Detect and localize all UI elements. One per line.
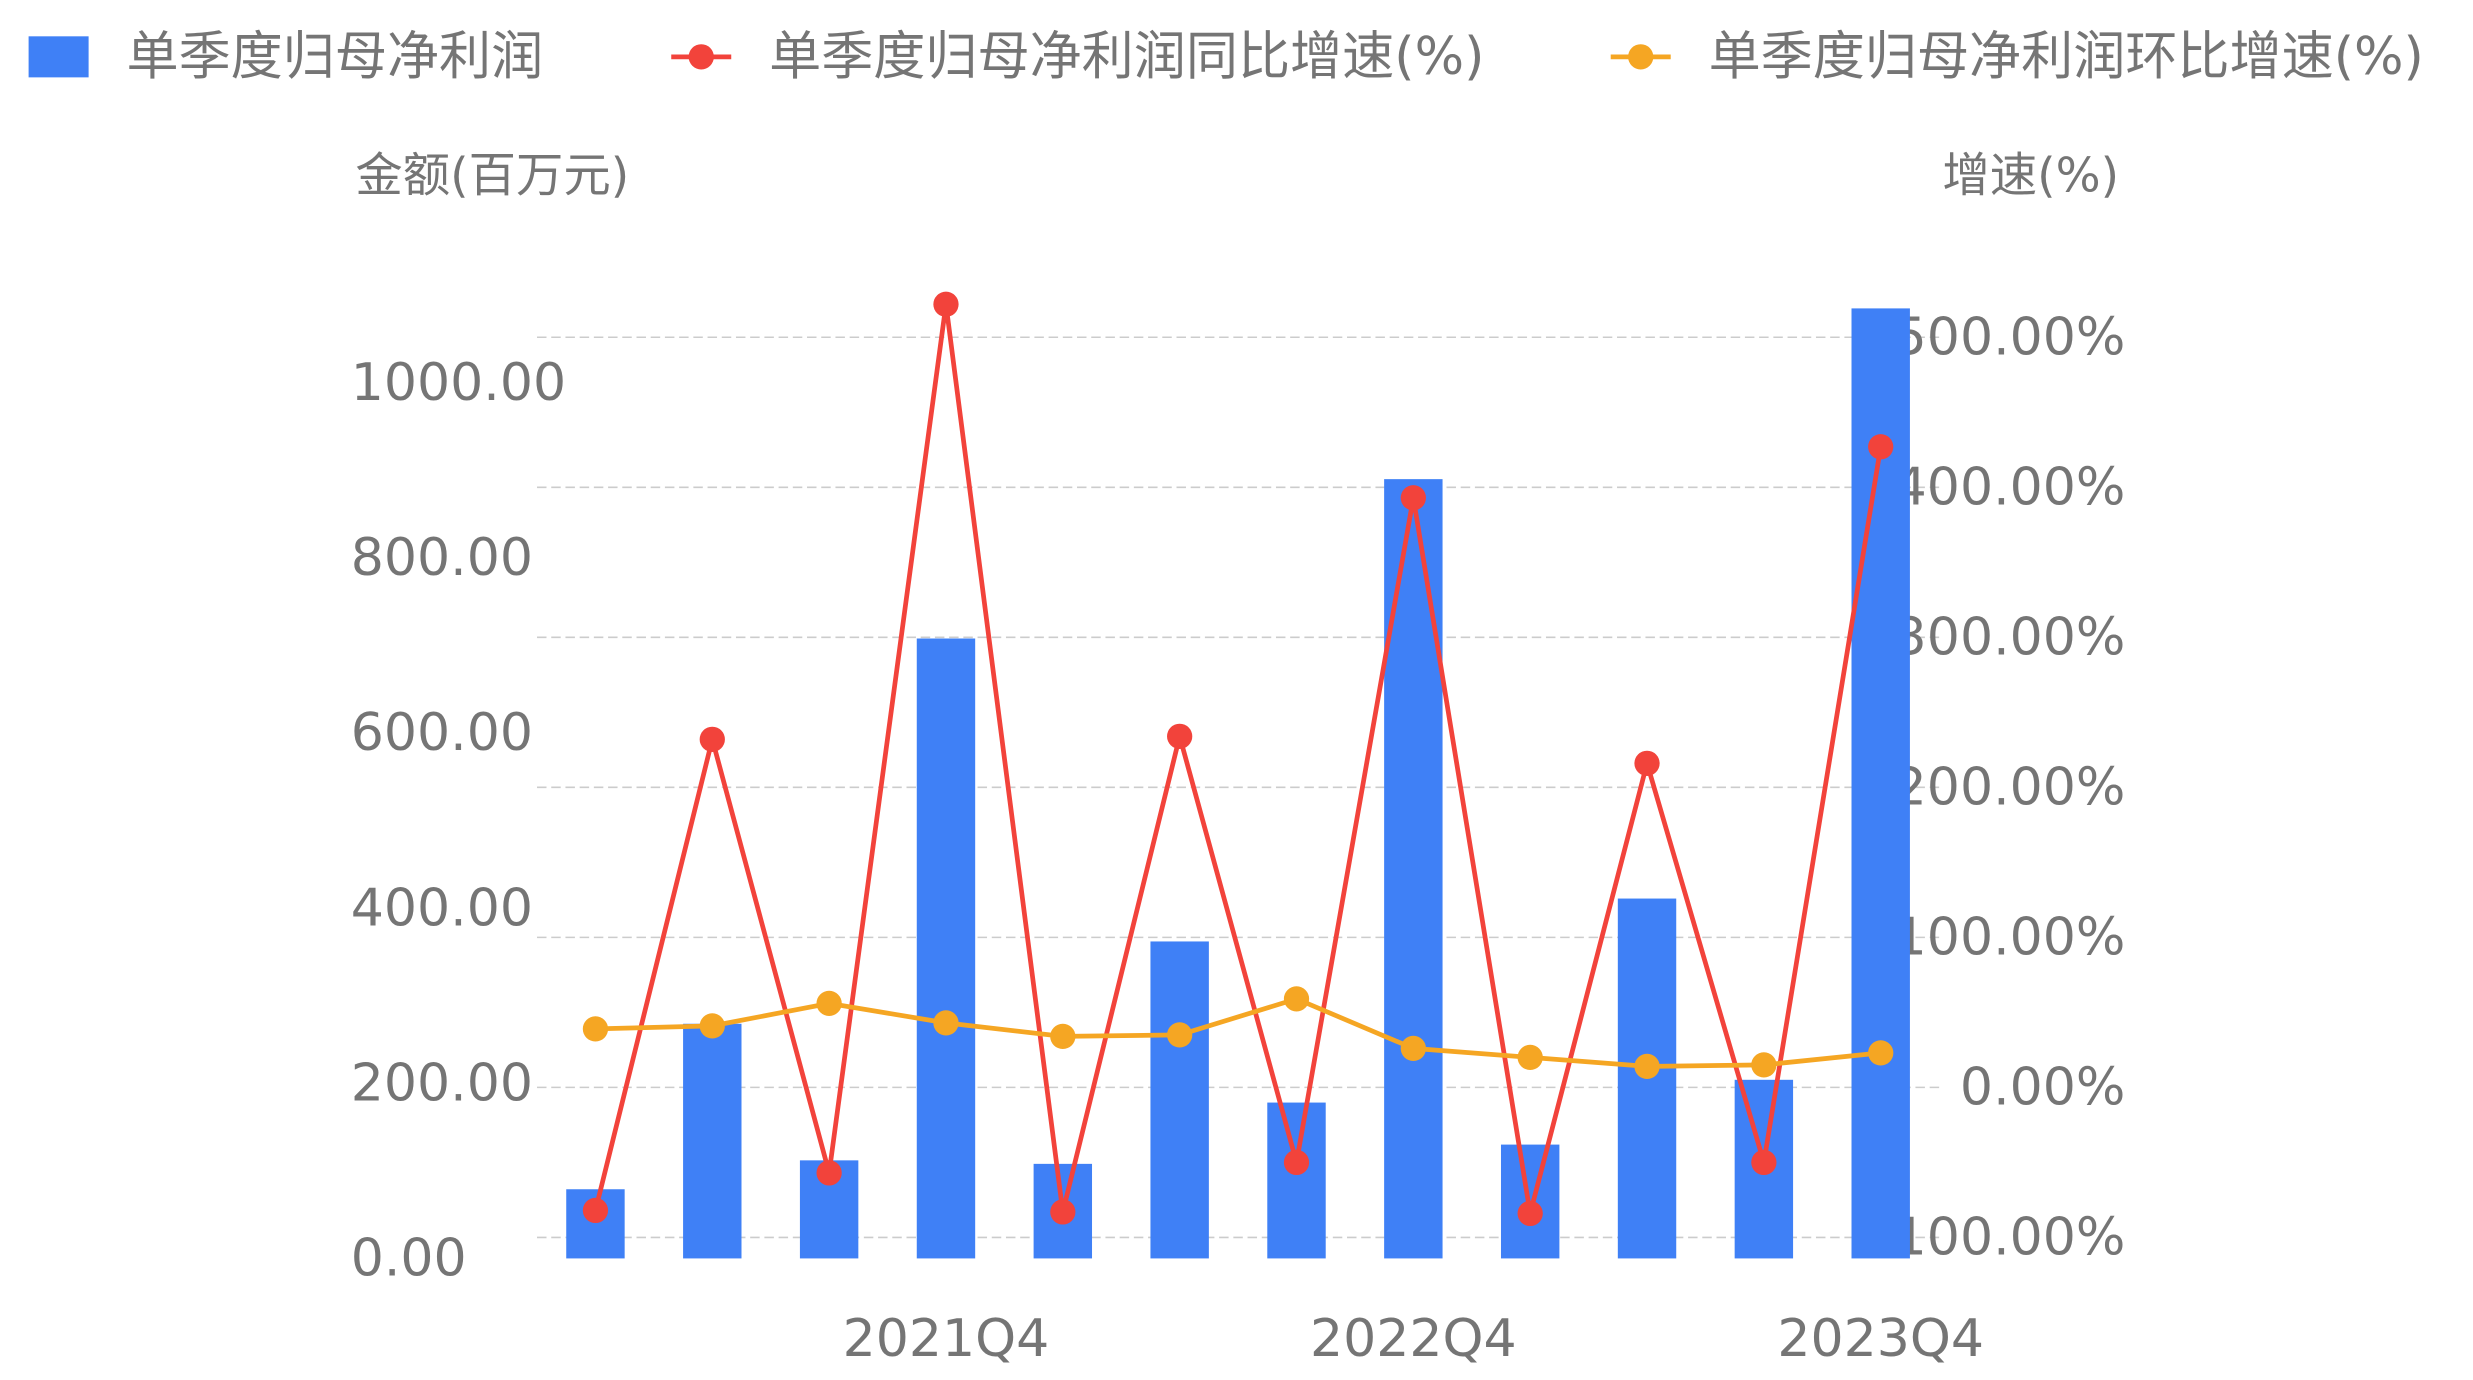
y2-axis-title: 增速(%) (1942, 148, 2119, 203)
bar (1384, 479, 1443, 1259)
y-tick-label: 0.00 (351, 1229, 467, 1289)
point (1517, 1200, 1543, 1227)
point (1868, 1040, 1894, 1066)
point (1167, 1022, 1193, 1048)
point (1283, 1149, 1310, 1176)
bar (916, 638, 976, 1259)
legend-label: 单季度归母净利润同比增速(%) (769, 27, 1484, 87)
legend-swatch (688, 44, 714, 70)
point (1868, 434, 1894, 460)
point (1283, 986, 1310, 1012)
point (699, 1013, 725, 1039)
x-tick-label: 2022Q4 (1310, 1309, 1517, 1369)
line (593, 303, 1884, 1215)
point (816, 990, 842, 1017)
bar (1150, 941, 1209, 1259)
legend-swatch (28, 36, 89, 78)
line (595, 996, 1881, 1069)
point (1751, 1052, 1777, 1078)
legend-label: 单季度归母净利润 (127, 27, 544, 87)
y2-tick-label: 300.00% (1894, 607, 2126, 667)
point (933, 291, 959, 317)
y2-tick-label: 400.00% (1894, 457, 2126, 517)
legend-label: 单季度归母净利润环比增速(%) (1709, 27, 2424, 87)
point (582, 1016, 609, 1042)
point (816, 1160, 842, 1186)
y2-tick-label: 200.00% (1894, 758, 2126, 818)
y-tick-label: 200.00 (351, 1053, 533, 1113)
y2-tick-label: 100.00% (1894, 908, 2126, 968)
point (582, 1197, 609, 1224)
point (1751, 1149, 1777, 1176)
point (1634, 750, 1660, 776)
bar (1267, 1102, 1326, 1259)
x-tick-label: 2021Q4 (843, 1309, 1050, 1369)
legend-swatch (1628, 44, 1654, 70)
y2-tick-label: -100.00% (1875, 1208, 2126, 1268)
point (1400, 1035, 1426, 1062)
x-tick-label: 2023Q4 (1777, 1309, 1984, 1369)
point (1050, 1199, 1076, 1225)
point (699, 726, 725, 752)
point (1634, 1053, 1660, 1080)
y-tick-label: 400.00 (351, 878, 533, 938)
y-tick-label: 800.00 (351, 528, 533, 588)
point (1167, 723, 1193, 749)
point (1517, 1044, 1543, 1071)
point (1050, 1023, 1076, 1050)
y-tick-label: 1000.00 (351, 353, 566, 413)
bar (1851, 308, 1910, 1259)
y2-tick-label: 500.00% (1894, 307, 2126, 367)
y2-tick-label: 0.00% (1960, 1058, 2125, 1118)
bar (683, 1023, 742, 1259)
y-axis-title: 金额(百万元) (355, 148, 629, 203)
y-tick-label: 600.00 (351, 703, 533, 763)
point (933, 1010, 959, 1036)
point (1400, 485, 1426, 511)
